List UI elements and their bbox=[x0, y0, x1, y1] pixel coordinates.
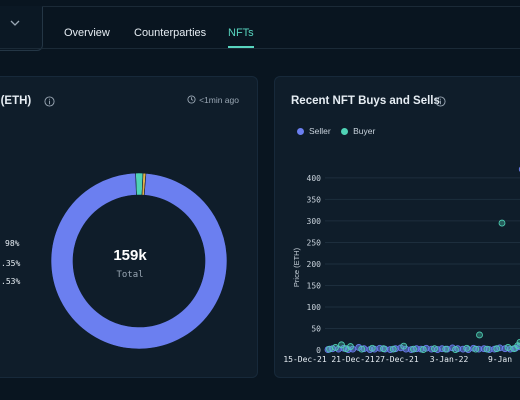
tab-counterparties[interactable]: Counterparties bbox=[134, 27, 207, 39]
buyer-point[interactable] bbox=[326, 345, 333, 353]
legend-buyer[interactable]: Buyer bbox=[341, 126, 375, 136]
info-icon[interactable] bbox=[435, 96, 446, 107]
tabs-divider bbox=[0, 48, 520, 49]
y-tick-label: 50 bbox=[311, 324, 321, 333]
active-tab-indicator bbox=[228, 46, 254, 48]
y-tick-label: 350 bbox=[307, 195, 322, 204]
chart-legend: Seller Buyer bbox=[297, 126, 383, 136]
y-tick-label: 0 bbox=[316, 346, 321, 355]
legend-pct-1: 98% bbox=[5, 239, 20, 248]
scatter-chart: 0 50 100 150 200 250 300 350 400 Price (ETH) 15-De… bbox=[283, 166, 520, 364]
buyer-point[interactable] bbox=[347, 343, 354, 350]
legend-buyer-swatch bbox=[341, 128, 349, 135]
buyer-point[interactable] bbox=[483, 345, 491, 353]
buyer-point[interactable] bbox=[504, 344, 512, 351]
buyer-point[interactable] bbox=[442, 345, 450, 353]
y-tick-label: 250 bbox=[307, 238, 322, 247]
card-title: Recent NFT Buys and Sells bbox=[291, 95, 440, 107]
y-tick-label: 300 bbox=[307, 217, 322, 226]
last-updated-text: <1min ago bbox=[199, 95, 239, 105]
x-tick-label: 27-Dec-21 bbox=[375, 355, 419, 364]
donut-center-value: 159k bbox=[113, 247, 147, 264]
buyer-point[interactable] bbox=[493, 345, 501, 353]
buyer-point[interactable] bbox=[380, 345, 387, 353]
buyer-point[interactable] bbox=[498, 219, 506, 227]
legend-pct-3: .53% bbox=[1, 277, 21, 286]
recent-nft-trades-card: Recent NFT Buys and Sells Seller Buyer 0… bbox=[274, 76, 520, 378]
donut-slice-1[interactable] bbox=[50, 172, 228, 350]
legend-seller-swatch bbox=[297, 128, 304, 135]
buyer-point[interactable] bbox=[389, 345, 397, 353]
legend-pct-2: .35% bbox=[1, 259, 21, 268]
tab-bar: Overview Counterparties NFTs bbox=[64, 27, 520, 48]
buyer-point[interactable] bbox=[358, 345, 366, 353]
donut-center-label: Total bbox=[116, 270, 144, 280]
nft-value-card: e (ETH) <1min ago 98% .35% .53% 159k Tot… bbox=[0, 76, 258, 378]
buyer-point[interactable] bbox=[338, 341, 345, 349]
buyer-point[interactable] bbox=[476, 331, 483, 339]
buyer-point[interactable] bbox=[332, 344, 339, 351]
info-icon[interactable] bbox=[44, 96, 55, 107]
y-tick-label: 200 bbox=[307, 260, 322, 269]
tab-nfts[interactable]: NFTs bbox=[228, 27, 254, 48]
clock-refresh-icon bbox=[187, 95, 196, 104]
buyer-point[interactable] bbox=[516, 338, 520, 346]
buyer-point[interactable] bbox=[463, 344, 471, 352]
x-tick-label: 9-Jan bbox=[488, 355, 512, 364]
y-axis-label: Price (ETH) bbox=[292, 247, 301, 287]
chevron-down-icon bbox=[10, 20, 20, 26]
buyer-point[interactable] bbox=[472, 345, 480, 353]
account-dropdown[interactable] bbox=[0, 6, 43, 51]
buyer-point[interactable] bbox=[400, 342, 408, 350]
buyer-point[interactable] bbox=[419, 346, 427, 353]
x-tick-label: 15-Dec-21 bbox=[283, 355, 327, 364]
y-tick-label: 150 bbox=[307, 281, 322, 290]
buyer-point[interactable] bbox=[452, 346, 459, 353]
y-tick-label: 100 bbox=[307, 303, 322, 312]
buyer-point[interactable] bbox=[514, 342, 520, 350]
tab-nfts-label: NFTs bbox=[228, 27, 254, 39]
tab-overview[interactable]: Overview bbox=[64, 27, 110, 39]
buyer-point[interactable] bbox=[368, 344, 376, 352]
x-tick-label: 21-Dec-21 bbox=[331, 355, 375, 364]
buyer-point[interactable] bbox=[431, 345, 438, 353]
legend-seller-label: Seller bbox=[309, 126, 331, 136]
buyer-point[interactable] bbox=[410, 345, 417, 353]
top-divider bbox=[42, 6, 520, 7]
card-title: e (ETH) bbox=[0, 95, 32, 107]
x-tick-label: 3-Jan-22 bbox=[430, 355, 469, 364]
donut-chart bbox=[50, 172, 228, 350]
legend-seller[interactable]: Seller bbox=[297, 126, 331, 136]
legend-buyer-label: Buyer bbox=[353, 126, 376, 136]
y-tick-label: 400 bbox=[307, 174, 322, 183]
last-updated: <1min ago bbox=[187, 95, 239, 105]
